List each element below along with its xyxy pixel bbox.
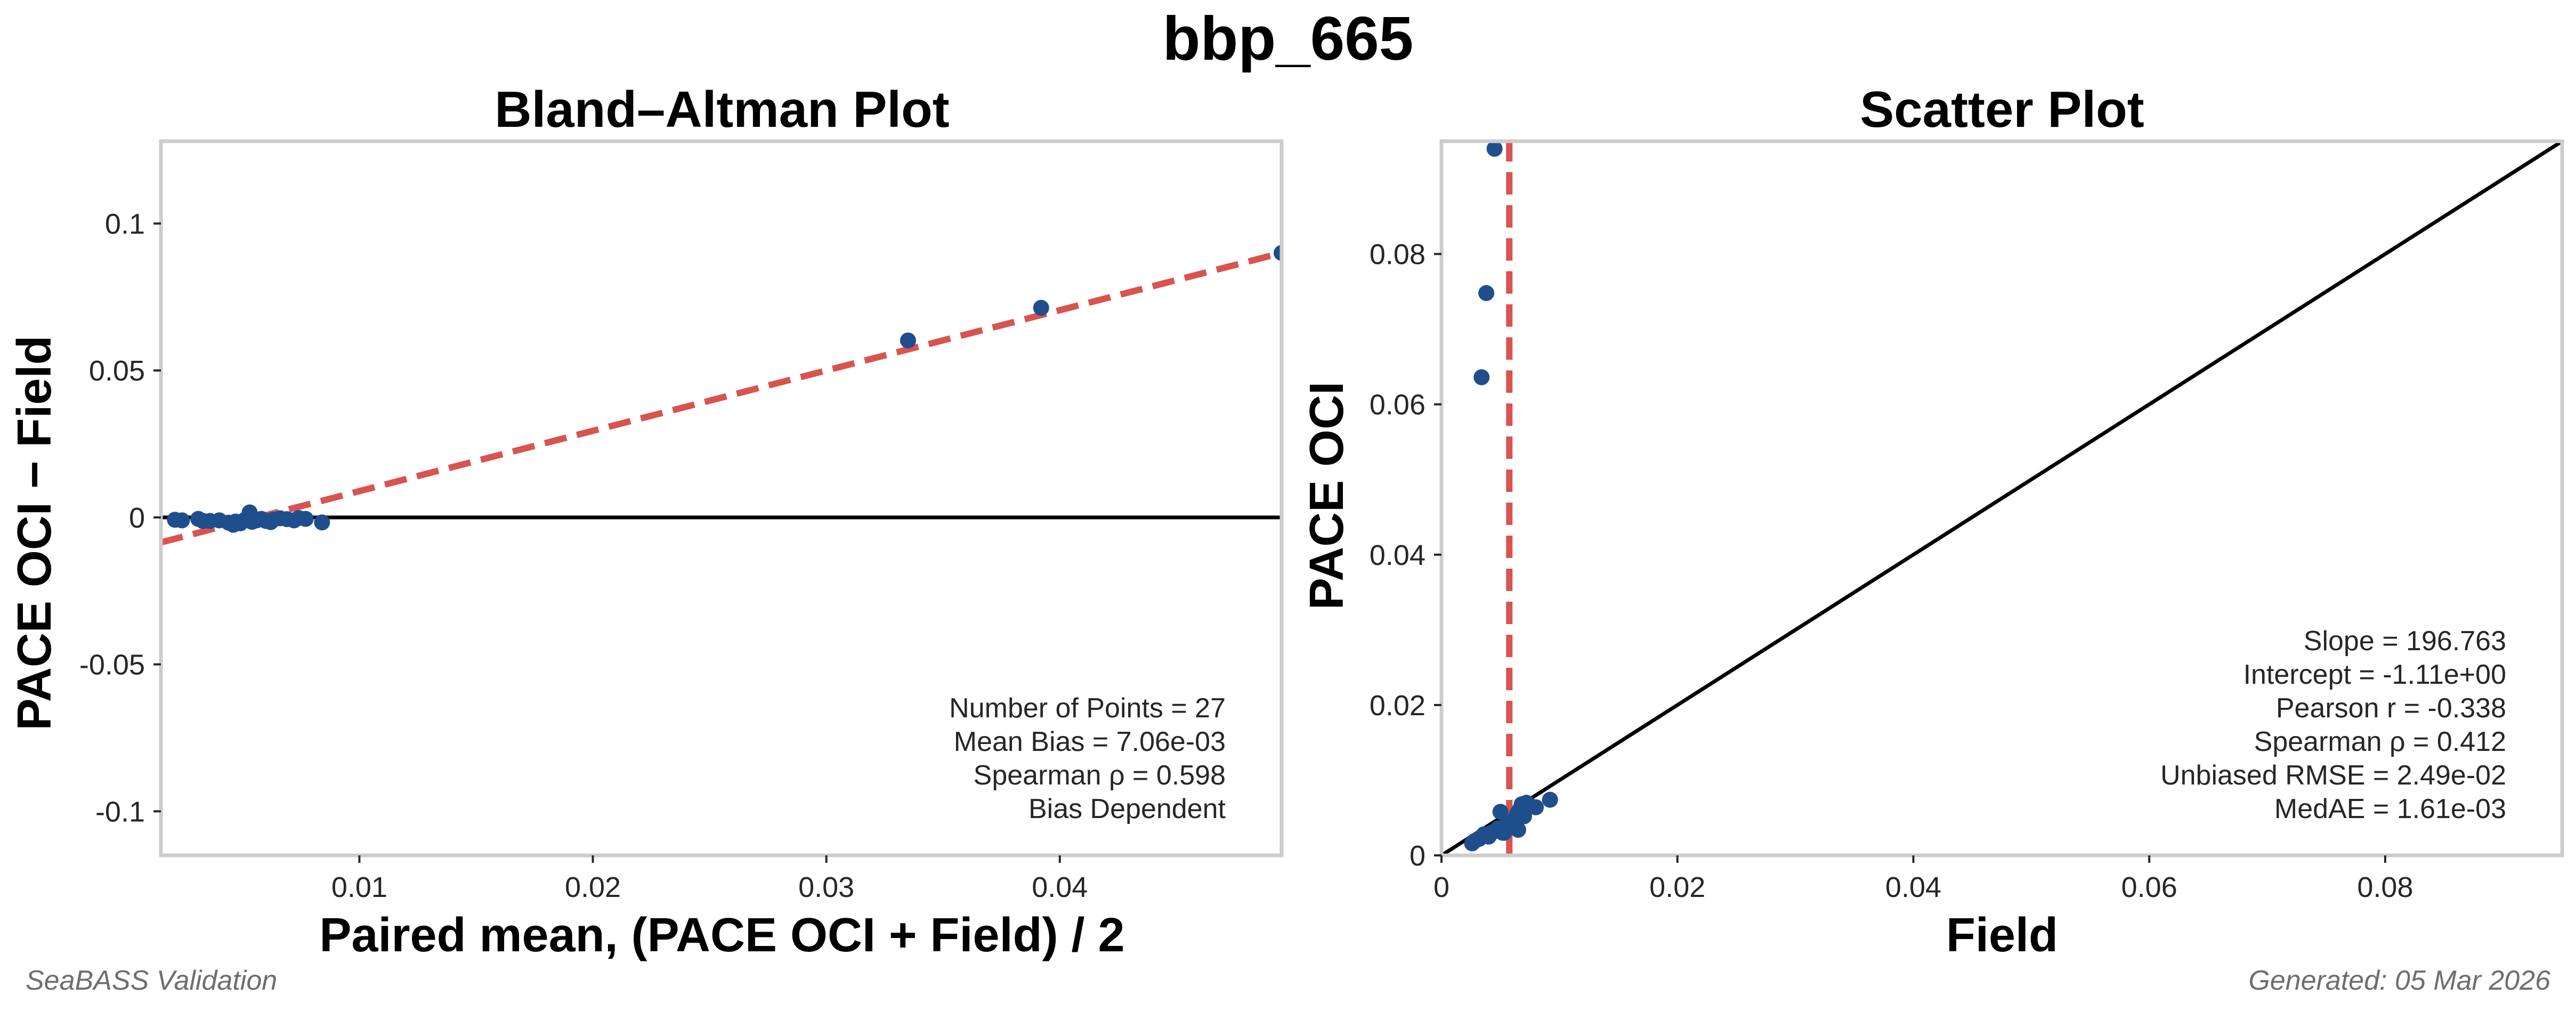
footer-source: SeaBASS Validation [26, 965, 277, 996]
plot-content [1441, 141, 2562, 855]
scatter-xlabel: Field [1946, 909, 2058, 962]
bland-altman-title: Bland–Altman Plot [495, 81, 949, 138]
x-tick-label: 0.02 [1649, 871, 1705, 903]
y-tick-label: 0.04 [1370, 539, 1425, 571]
y-tick-label: -0.1 [95, 796, 145, 828]
data-point [228, 513, 244, 530]
bland-altman-ylabel: PACE OCI − Field [8, 336, 61, 731]
stats-line: Intercept = -1.11e+00 [2243, 659, 2506, 690]
data-point [174, 512, 190, 529]
footer-generated: Generated: 05 Mar 2026 [2248, 965, 2550, 996]
data-point [900, 332, 916, 349]
bland-altman-panel: Bland–Altman Plot 0.01 0.02 0.03 0.04 -0.1 -0… [8, 81, 1284, 962]
plot-content [161, 245, 1282, 546]
y-tick-label: 0.08 [1370, 239, 1425, 271]
y-tick-label: -0.05 [79, 649, 145, 681]
y-tick-label: 0 [1409, 840, 1425, 872]
y-tick-label: 0.02 [1370, 690, 1425, 722]
stats-line: Slope = 196.763 [2304, 626, 2506, 657]
data-point [314, 514, 330, 531]
scatter-plot-area: 0 0.02 0.04 0.06 0.08 0 0.02 0.04 0.06 0.08 [1370, 139, 2564, 903]
x-tick-label: 0 [1433, 871, 1449, 903]
data-point [1274, 245, 1282, 261]
axes-frame [159, 139, 1284, 858]
data-point [1495, 824, 1511, 841]
stats-line: Pearson r = -0.338 [2276, 693, 2506, 724]
x-tick-label: 0.03 [798, 871, 854, 903]
data-point [1528, 799, 1544, 815]
data-point [1510, 822, 1526, 838]
y-tick-label: 0.06 [1370, 389, 1425, 421]
stats-line: Bias Dependent [1028, 794, 1226, 824]
data-point [1033, 300, 1049, 316]
x-tick-label: 0.01 [331, 871, 387, 903]
one-to-one-line [1441, 141, 2562, 855]
data-point [297, 511, 314, 527]
stats-line: MedAE = 1.61e-03 [2274, 794, 2506, 824]
y-tick-label: 0 [129, 502, 145, 534]
x-tick-label: 0.04 [1885, 871, 1941, 903]
figure-title: bbp_665 [1163, 4, 1414, 73]
bland-altman-xlabel: Paired mean, (PACE OCI + Field) / 2 [319, 909, 1124, 962]
y-tick-label: 0.1 [105, 208, 145, 240]
regression-fit-line [161, 249, 1282, 546]
y-tick-label: 0.05 [89, 355, 145, 387]
x-tick-label: 0.02 [565, 871, 621, 903]
scatter-title: Scatter Plot [1860, 81, 2144, 138]
stats-line: Mean Bias = 7.06e-03 [954, 726, 1226, 757]
bland-altman-plot-area: 0.01 0.02 0.03 0.04 -0.1 -0.05 0 0.05 0.1 [79, 139, 1284, 903]
stats-line: Spearman ρ = 0.598 [974, 760, 1226, 791]
scatter-panel: Scatter Plot 0 0.02 0.04 0.06 0.0800.020.040… [1300, 81, 2564, 962]
data-point [1478, 285, 1495, 301]
data-point [1492, 804, 1509, 820]
x-tick-label: 0.04 [1032, 871, 1088, 903]
x-tick-label: 0.08 [2357, 871, 2413, 903]
stats-line: Spearman ρ = 0.412 [2254, 726, 2506, 757]
data-point [262, 514, 279, 530]
scatter-ylabel: PACE OCI [1300, 382, 1354, 610]
data-point [1473, 369, 1490, 385]
stats-line: Number of Points = 27 [949, 693, 1226, 724]
stats-line: Unbiased RMSE = 2.49e-02 [2160, 760, 2506, 791]
axes-frame [1439, 139, 2564, 858]
data-point [1542, 791, 1558, 808]
x-tick-label: 0.06 [2121, 871, 2177, 903]
data-point [1486, 141, 1503, 157]
